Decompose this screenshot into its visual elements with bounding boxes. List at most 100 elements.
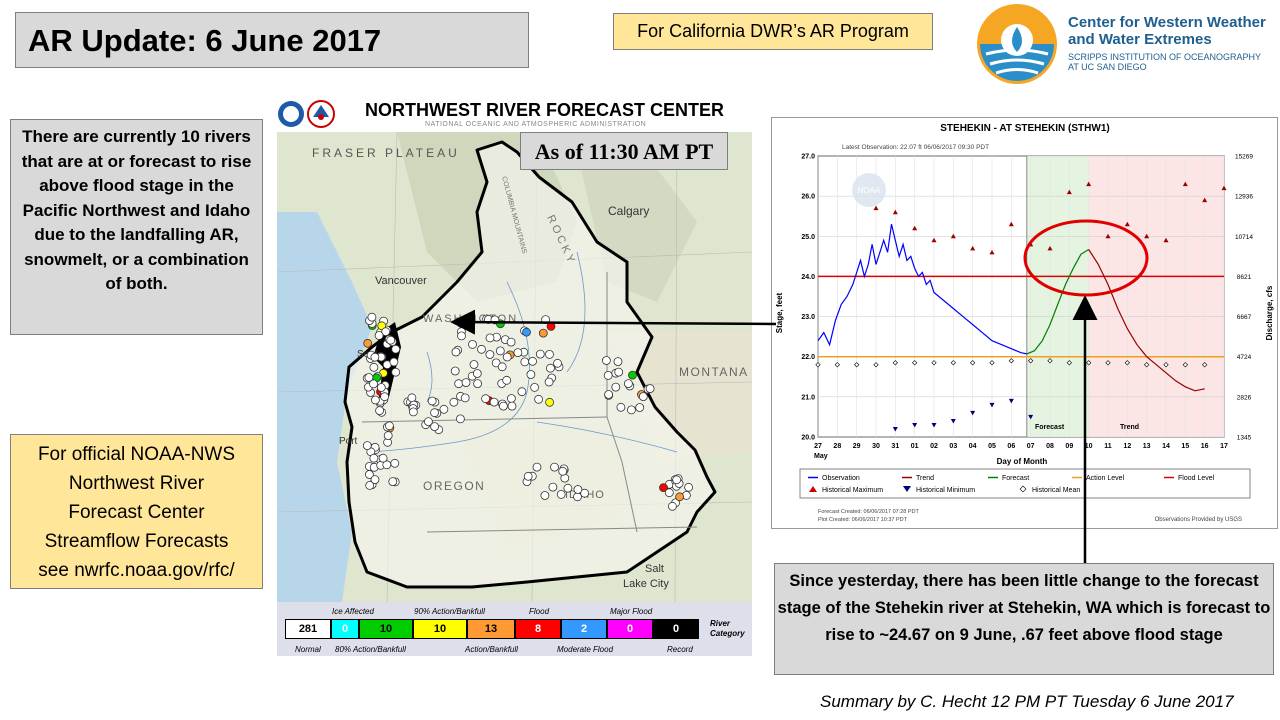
legend-count-8: 0 (653, 619, 699, 639)
gauge-point (546, 321, 556, 331)
gauge-point (540, 491, 550, 500)
legend-count-7: 0 (607, 619, 653, 639)
gauge-point (544, 377, 554, 387)
stehekin-summary-box: Since yesterday, there has been little c… (774, 563, 1274, 675)
hist-max-point (1163, 237, 1169, 243)
gauge-point (485, 333, 495, 343)
map-subtitle: NATIONAL OCEANIC AND ATMOSPHERIC ADMINIS… (425, 121, 647, 128)
y-axis-label: Stage, feet (775, 292, 784, 333)
hist-mean-point (1028, 358, 1034, 364)
gauge-point (616, 402, 626, 412)
gauge-point (573, 492, 582, 502)
hist-min-point (989, 402, 995, 408)
gauge-point (502, 352, 512, 362)
hist-max-point (1221, 185, 1227, 191)
month-label: May (814, 453, 828, 460)
hist-max-point (970, 245, 976, 251)
gauge-point (513, 348, 523, 358)
hist-mean-point (873, 362, 879, 368)
label-fraser-plateau: FRASER PLATEAU (312, 146, 460, 160)
gauge-point (430, 422, 440, 432)
gauge-point (382, 460, 392, 470)
y-tick-label: 26.0 (801, 194, 815, 201)
hist-mean-point (854, 362, 860, 368)
river-category-legend: Ice Affected 90% Action/Bankfull Flood M… (277, 602, 752, 656)
gauge-point (604, 390, 614, 399)
gauge-point (545, 363, 555, 373)
gauge-point (374, 331, 384, 340)
gauge-point (659, 483, 668, 493)
legend-flood: Flood (529, 607, 550, 616)
gauge-point (376, 383, 386, 392)
y-tick-label: 25.0 (801, 234, 815, 241)
gauge-point (626, 405, 636, 415)
gauge-point (490, 315, 500, 325)
program-label: For California DWR’s AR Program (613, 13, 933, 50)
legend-record: Record (667, 645, 693, 654)
gauge-point (427, 396, 437, 406)
legend-count-6: 2 (561, 619, 607, 639)
hist-min-point (950, 418, 956, 424)
gauge-point (664, 488, 674, 498)
hist-mean-point (1182, 362, 1188, 368)
gauge-point (563, 483, 573, 493)
org-subtitle: SCRIPPS INSTITUTION OF OCEANOGRAPHY AT U… (1068, 52, 1262, 72)
noaa-nws-logos-icon (278, 100, 335, 128)
x-tick-label: 05 (988, 443, 996, 450)
gauge-point (365, 480, 375, 490)
label-vancouver: Vancouver (375, 275, 427, 287)
x-tick-label: 15 (1181, 443, 1189, 450)
gauge-point (506, 337, 516, 347)
x-tick-label: 08 (1046, 443, 1054, 450)
gauge-point (375, 406, 384, 416)
plot-created: Plot Created: 06/06/2017 10:37 PDT (818, 517, 908, 523)
hist-mean-point (1163, 362, 1169, 368)
gauge-point (407, 393, 417, 403)
x-tick-label: 02 (930, 443, 938, 450)
gauge-point (449, 397, 459, 407)
gauge-point (517, 387, 527, 397)
gauge-point (386, 335, 396, 345)
gauge-point (381, 327, 391, 337)
legend-ice-affected: Ice Affected (332, 607, 374, 616)
gauge-point (390, 458, 400, 468)
legend-major-flood: Major Flood (610, 607, 653, 616)
x-tick-label: 06 (1007, 443, 1015, 450)
y2-axis-label: Discharge, cfs (1265, 285, 1274, 340)
hydro-legend-item: Forecast (1002, 475, 1029, 482)
map-title: NORTHWEST RIVER FORECAST CENTER (365, 100, 725, 120)
x-tick-label: 01 (911, 443, 919, 450)
gauge-point (541, 315, 551, 325)
gauge-point (675, 492, 685, 502)
trend-region-label: Trend (1120, 424, 1139, 431)
y-tick-label: 21.0 (801, 394, 815, 401)
hydrograph-title: STEHEKIN - AT STEHEKIN (STHW1) (940, 123, 1109, 134)
gauge-point (370, 352, 380, 362)
gauge-point (455, 414, 465, 424)
y-tick-label: 24.0 (801, 274, 815, 281)
gauge-point (485, 350, 495, 359)
legend-count-4: 13 (467, 619, 515, 639)
gauge-point (454, 379, 464, 389)
legend-normal: Normal (295, 645, 321, 654)
x-tick-label: 11 (1104, 443, 1112, 450)
gauge-point (545, 349, 554, 359)
gauge-point (611, 382, 621, 392)
gauge-point (367, 312, 377, 322)
gauge-point (378, 453, 388, 463)
gauge-point (371, 395, 380, 405)
label-calgary: Calgary (608, 204, 649, 218)
x-tick-label: 13 (1143, 443, 1151, 450)
nwrfc-link[interactable]: see nwrfc.noaa.gov/rfc/ (38, 560, 235, 581)
hist-mean-point (970, 360, 976, 366)
hydro-legend-item: Historical Minimum (916, 487, 975, 494)
x-tick-label: 28 (833, 443, 841, 450)
x-tick-label: 09 (1065, 443, 1073, 450)
gauge-point (613, 357, 623, 367)
hist-mean-point (931, 360, 937, 366)
gauge-point (672, 475, 682, 485)
hydro-legend-item: Historical Mean (1032, 487, 1080, 494)
gauge-point (558, 466, 568, 476)
gauge-point (550, 462, 559, 472)
y-tick-label: 20.0 (801, 435, 815, 442)
